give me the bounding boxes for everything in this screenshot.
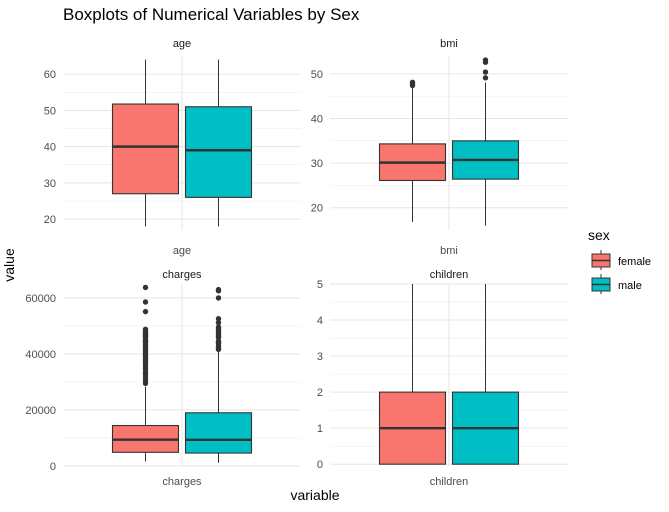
y-tick-label: 0 <box>317 459 323 471</box>
legend-items: female male <box>591 250 651 294</box>
box-age-male <box>184 59 253 227</box>
box-iqr <box>111 103 180 195</box>
facet-strip-label: charges <box>162 269 202 281</box>
box-iqr <box>184 412 253 454</box>
outlier-point <box>215 295 222 301</box>
y-tick-label: 20 <box>311 203 323 215</box>
y-tick-label: 2 <box>317 387 323 399</box>
y-tick-label: 20000 <box>25 405 56 417</box>
y-tick-label: 4 <box>317 315 323 327</box>
chart-title: Boxplots of Numerical Variables by Sex <box>63 5 360 24</box>
y-tick-label: 60 <box>44 69 56 81</box>
y-tick-label: 50 <box>44 105 56 117</box>
facet-strip-label: children <box>430 269 469 281</box>
outlier-point <box>482 69 489 75</box>
box-age-female <box>111 59 180 227</box>
facet-panels: 2030405060ageage20304050bmibmi0200004000… <box>25 38 568 488</box>
box-bmi-male <box>451 57 520 226</box>
facet-panel-bmi: 20 30 40 50 bmi bmi <box>311 38 568 257</box>
outlier-point <box>409 79 416 86</box>
box-children-male <box>451 284 520 465</box>
y-tick-label: 3 <box>317 351 323 363</box>
y-tick-label: 1 <box>317 423 323 435</box>
outlier-point <box>482 75 489 81</box>
legend-item-male: male <box>591 274 642 294</box>
y-tick-label: 30 <box>311 158 323 170</box>
y-tick-label: 20 <box>44 214 56 226</box>
x-tick-label: charges <box>162 476 202 488</box>
box-children-female <box>378 284 447 465</box>
outlier-point <box>482 57 489 63</box>
x-tick-label: age <box>173 245 191 257</box>
y-tick-label: 5 <box>317 279 323 291</box>
y-tick-label: 60000 <box>25 293 56 305</box>
outlier-point <box>215 324 222 330</box>
facet-panel-age: 20 30 40 50 60 age age <box>44 38 301 257</box>
y-tick-label: 40000 <box>25 349 56 361</box>
legend-item-female: female <box>591 250 651 270</box>
facet-strip-label: age <box>173 38 191 50</box>
x-axis-title: variable <box>290 487 339 503</box>
outlier-point <box>142 299 149 305</box>
outlier-point <box>142 308 149 315</box>
legend-title: sex <box>588 227 610 243</box>
y-tick-label: 40 <box>44 142 56 154</box>
x-tick-label: bmi <box>440 245 458 257</box>
y-axis-title: value <box>1 248 17 282</box>
outlier-point <box>215 316 222 322</box>
legend-label: female <box>618 256 651 268</box>
x-tick-label: children <box>430 476 469 488</box>
facet-strip-label: bmi <box>440 38 458 50</box>
box-bmi-female <box>378 79 447 222</box>
y-tick-label: 50 <box>311 69 323 81</box>
outlier-point <box>215 286 222 293</box>
box-charges-male <box>184 286 253 463</box>
legend: sex female male <box>588 227 651 294</box>
box-iqr <box>184 106 253 198</box>
facet-panel-children: 0 1 2 3 4 5 children children <box>317 269 568 488</box>
outlier-point <box>142 284 149 291</box>
y-tick-label: 30 <box>44 178 56 190</box>
outlier-point <box>142 326 149 332</box>
facet-panel-charges: 0 20000 40000 60000 charges charges <box>25 269 301 488</box>
y-tick-label: 0 <box>50 461 56 473</box>
legend-label: male <box>618 280 642 292</box>
y-tick-label: 40 <box>311 113 323 125</box>
box-charges-female <box>111 284 180 462</box>
outlier-point <box>215 319 222 326</box>
